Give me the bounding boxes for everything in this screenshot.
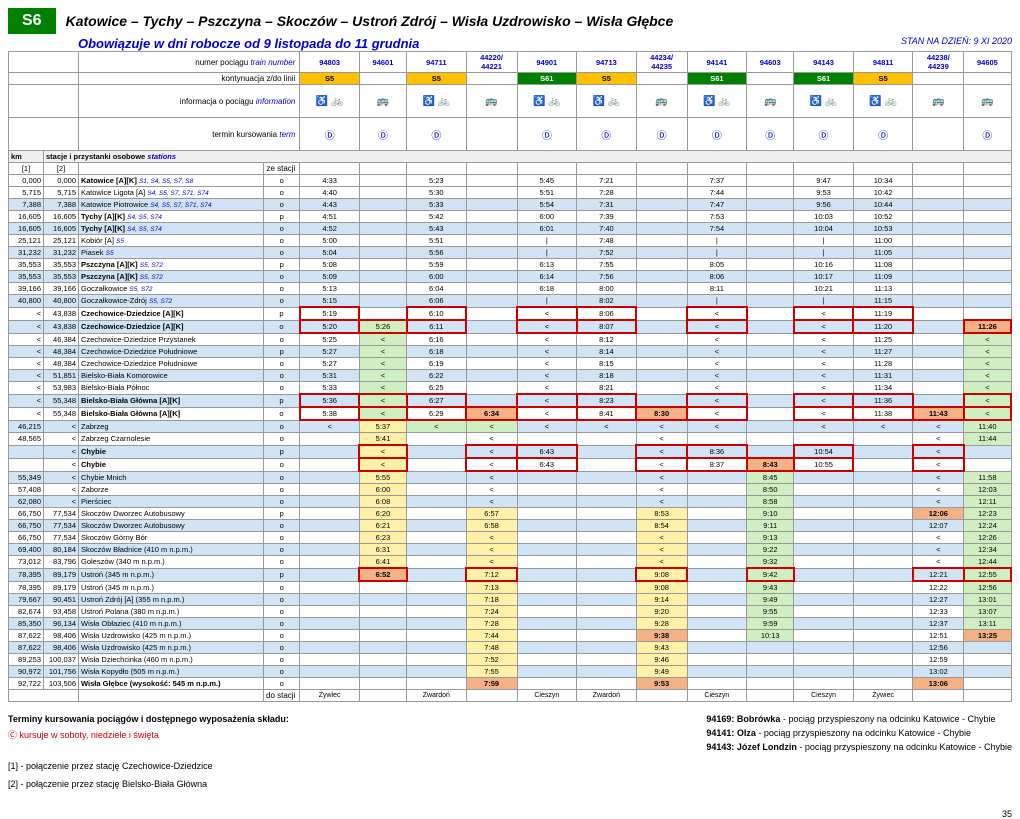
- train-note-2a: 94141: Olza: [706, 728, 756, 738]
- train-note-3a: 94143: Józef Londzin: [706, 742, 797, 752]
- terms-title: Terminy kursowania pociągów i dostępnego…: [8, 714, 289, 724]
- note-2: [2] - połączenie przez stację Bielsko-Bi…: [8, 779, 289, 789]
- train-note-2b: - pociąg przyspieszony na odcinku Katowi…: [756, 728, 971, 738]
- timetable: numer pociągu train number94803946019471…: [8, 51, 1012, 702]
- route-title: Katowice – Tychy – Pszczyna – Skoczów – …: [66, 13, 674, 29]
- validity: Obowiązuje w dni robocze od 9 listopada …: [78, 36, 419, 51]
- train-note-1a: 94169: Bobrówka: [706, 714, 780, 724]
- train-note-3b: - pociąg przyspieszony na odcinku Katowi…: [797, 742, 1012, 752]
- train-note-1b: - pociąg przyspieszony na odcinku Katowi…: [780, 714, 995, 724]
- c-symbol: Ⓒ: [8, 730, 17, 740]
- page-number: 35: [1002, 809, 1012, 819]
- note-1: [1] - połączenie przez stację Czechowice…: [8, 761, 289, 771]
- status-date: STAN NA DZIEŃ: 9 XI 2020: [901, 36, 1012, 51]
- line-badge: S6: [8, 8, 56, 34]
- c-text: kursuje w soboty, niedziele i święta: [20, 730, 159, 740]
- footer: Terminy kursowania pociągów i dostępnego…: [8, 714, 1012, 789]
